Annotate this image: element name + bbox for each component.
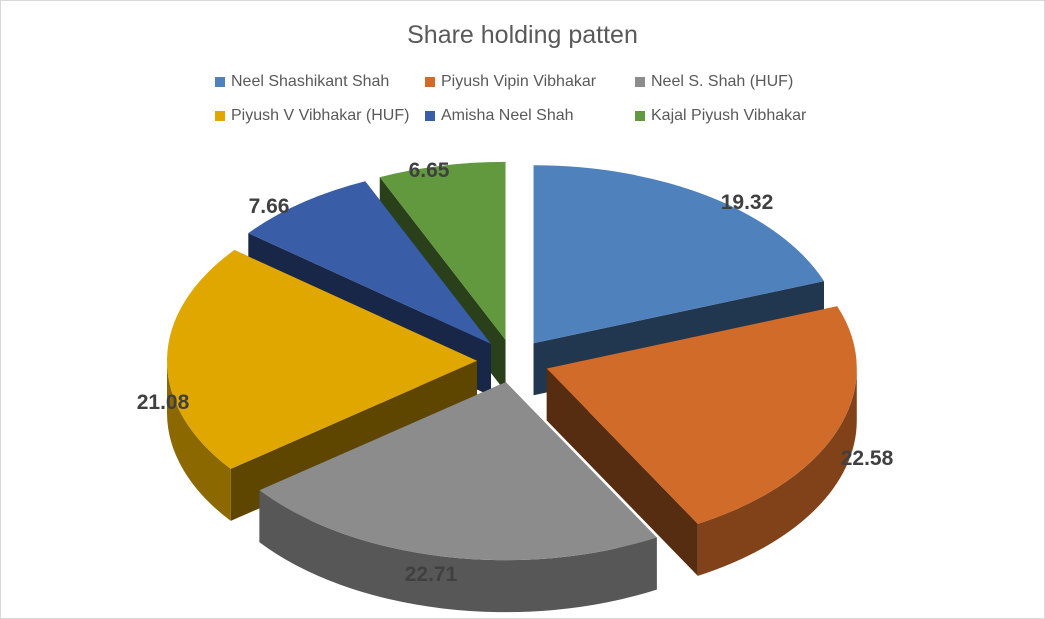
legend-item: Piyush Vipin Vibhakar xyxy=(425,73,635,91)
data-label: 22.58 xyxy=(841,447,894,470)
legend-item: Amisha Neel Shah xyxy=(425,107,635,125)
pie-slice-top xyxy=(379,161,506,340)
legend-label: Piyush V Vibhakar (HUF) xyxy=(231,107,410,124)
legend-swatch xyxy=(635,111,645,121)
pie-slice-top xyxy=(259,382,657,561)
chart-legend: Neel Shashikant Shah Piyush Vipin Vibhaka… xyxy=(215,73,855,125)
legend-swatch xyxy=(425,111,435,121)
data-label: 22.71 xyxy=(405,563,458,586)
pie-slice-top xyxy=(167,250,478,469)
legend-item: Piyush V Vibhakar (HUF) xyxy=(215,107,425,125)
pie-slice-top xyxy=(546,306,857,524)
legend-item: Neel S. Shah (HUF) xyxy=(635,73,855,91)
slice-edge xyxy=(259,490,657,613)
legend-item: Neel Shashikant Shah xyxy=(215,73,425,91)
data-label: 7.66 xyxy=(249,195,290,218)
legend-swatch xyxy=(215,77,225,87)
legend-swatch xyxy=(635,77,645,87)
legend-label: Piyush Vipin Vibhakar xyxy=(441,73,597,90)
data-label: 6.65 xyxy=(409,159,450,182)
data-label: 21.08 xyxy=(137,391,190,414)
legend-item: Kajal Piyush Vibhakar xyxy=(635,107,855,125)
pie-slice-top xyxy=(533,165,825,344)
slice-wall xyxy=(546,368,698,576)
legend-label: Neel S. Shah (HUF) xyxy=(651,73,794,90)
slice-edge xyxy=(697,368,857,576)
pie-slice-top xyxy=(248,181,491,344)
legend-label: Neel Shashikant Shah xyxy=(231,73,390,90)
legend-label: Amisha Neel Shah xyxy=(441,107,574,124)
legend-swatch xyxy=(425,77,435,87)
legend-swatch xyxy=(215,111,225,121)
slice-edge xyxy=(167,360,231,521)
chart-title: Share holding patten xyxy=(407,21,638,49)
data-label: 19.32 xyxy=(721,191,774,214)
legend-label: Kajal Piyush Vibhakar xyxy=(651,107,807,124)
